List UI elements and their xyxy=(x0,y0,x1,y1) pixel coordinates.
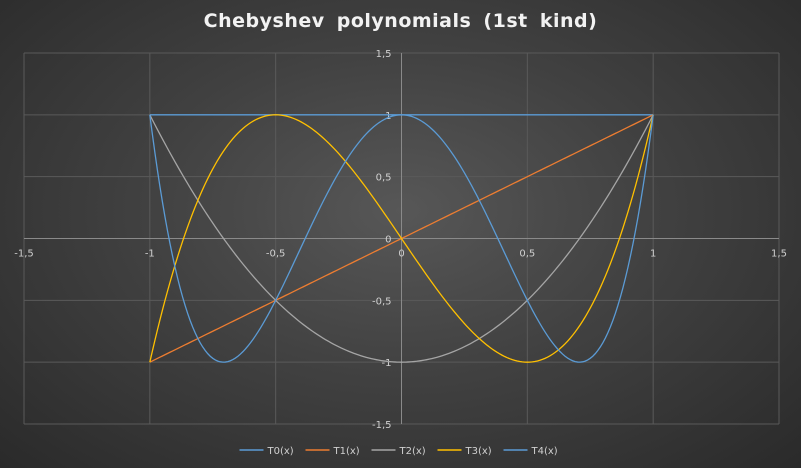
series-line-t4x xyxy=(149,114,654,363)
x-tick-label: 0 xyxy=(398,249,404,260)
chart-title: Chebyshev polynomials (1st kind) xyxy=(203,10,598,32)
y-tick-label: 0 xyxy=(385,235,391,246)
legend-label: T4(x) xyxy=(531,446,558,457)
x-tick-label: 0,5 xyxy=(519,249,535,260)
series-line-t2x xyxy=(149,114,654,363)
y-tick-label: 1 xyxy=(385,111,391,122)
y-tick-label: 0,5 xyxy=(376,173,392,184)
legend-label: T3(x) xyxy=(465,446,492,457)
x-tick-label: -1,5 xyxy=(14,249,34,260)
x-tick-label: 1 xyxy=(650,249,656,260)
y-tick-label: -1,5 xyxy=(372,420,392,431)
series-line-t3x xyxy=(149,114,654,363)
x-tick-label: 1,5 xyxy=(771,249,787,260)
y-tick-label: -1 xyxy=(382,358,392,369)
legend-label: T1(x) xyxy=(333,446,360,457)
x-tick-label: -0,5 xyxy=(266,249,286,260)
y-tick-label: -0,5 xyxy=(372,296,392,307)
legend-label: T0(x) xyxy=(267,446,294,457)
x-tick-label: -1 xyxy=(145,249,155,260)
legend-label: T2(x) xyxy=(399,446,426,457)
y-tick-label: 1,5 xyxy=(376,49,392,60)
